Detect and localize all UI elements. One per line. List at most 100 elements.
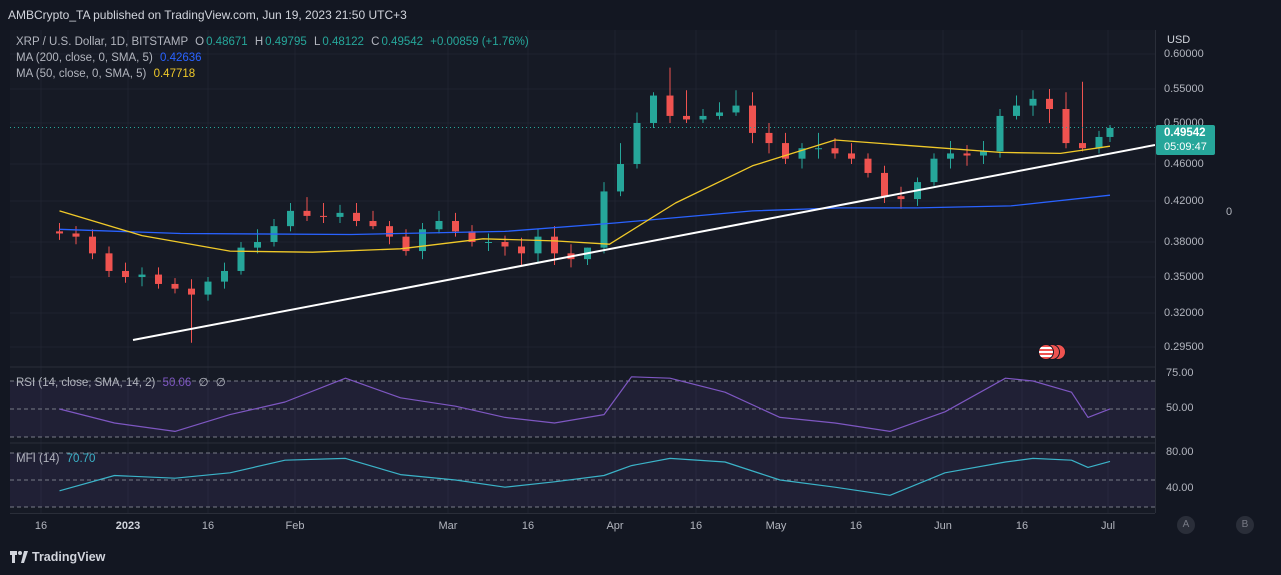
close-value: 0.49542 <box>381 36 424 48</box>
event-flags[interactable] <box>1038 344 1072 360</box>
candle-body <box>848 153 855 159</box>
candle-body <box>237 247 245 271</box>
mfi-value: 70.70 <box>66 453 96 465</box>
current-price-value: 0.49542 <box>1164 127 1206 139</box>
candle-body <box>683 115 690 120</box>
candle-body <box>1046 98 1053 110</box>
candle-body <box>699 115 707 120</box>
candle-body <box>798 148 806 159</box>
publisher-line: AMBCrypto_TA published on TradingView.co… <box>8 8 407 22</box>
time-tick: 16 <box>34 520 48 532</box>
candle-body <box>56 231 63 234</box>
candle-body <box>386 226 393 237</box>
currency-label: USD <box>1167 34 1191 46</box>
candle-body <box>1062 109 1070 144</box>
time-tick: Apr <box>606 520 624 532</box>
support-trendline <box>132 144 1155 341</box>
rsi-extra-2: ∅ <box>215 377 226 389</box>
chart-canvas <box>10 30 1155 513</box>
ma200-line <box>59 194 1111 236</box>
candle-body <box>815 148 822 150</box>
candle-body <box>122 270 129 277</box>
candle-body <box>617 164 624 192</box>
log-scale-button[interactable]: B <box>1236 516 1254 534</box>
candle-body <box>254 242 261 248</box>
main-legend: XRP / U.S. Dollar, 1D, BITSTAMP O 0.48671… <box>16 36 529 48</box>
candle-body <box>336 212 344 217</box>
candle-body <box>782 143 789 159</box>
candle-body <box>930 158 938 183</box>
time-axis[interactable]: 16 2023 16 Feb Mar 16 Apr 16 May 16 Jun … <box>10 513 1155 538</box>
brand-name: TradingView <box>32 550 106 564</box>
open-value: 0.48671 <box>206 36 248 48</box>
candle-body <box>105 253 113 271</box>
candle-body <box>1029 98 1037 106</box>
rsi-value: 50.06 <box>162 377 192 389</box>
time-tick: Feb <box>285 520 305 532</box>
tradingview-logo-icon <box>10 550 28 563</box>
candle-body <box>485 242 492 243</box>
close-key: C <box>371 36 380 48</box>
candle-body <box>221 270 228 282</box>
candle-body <box>980 151 987 156</box>
time-tick: Jul <box>1100 520 1116 532</box>
candle-body <box>72 233 80 237</box>
price-tick: 0.29500 <box>1164 341 1204 353</box>
price-axis[interactable]: USD 0.60000 0.55000 0.50000 0.46000 0.42… <box>1155 30 1218 513</box>
mfi-label: MFI (14) <box>16 453 60 465</box>
time-tick: 16 <box>1015 520 1029 532</box>
ma50-value: 0.47718 <box>153 68 196 80</box>
rsi-extra-1: ∅ <box>198 377 209 389</box>
candle-body <box>204 281 212 295</box>
candle-body <box>831 148 839 154</box>
candle-body <box>749 105 756 133</box>
candle-body <box>435 220 443 230</box>
zero-label: 0 <box>1226 206 1233 218</box>
candle-body <box>600 191 608 248</box>
ma200-legend[interactable]: MA (200, close, 0, SMA, 5) 0.42636 <box>16 52 202 64</box>
symbol-label: XRP / U.S. Dollar, 1D, BITSTAMP <box>16 36 188 48</box>
rsi-legend[interactable]: RSI (14, close, SMA, 14, 2) 50.06 ∅ ∅ <box>16 375 226 389</box>
candle-body <box>864 158 872 173</box>
candle-body <box>765 132 773 144</box>
candle-body <box>897 196 905 200</box>
price-tick: 0.35000 <box>1164 271 1204 283</box>
time-tick: May <box>765 520 787 532</box>
candle-body <box>551 236 558 254</box>
candle-body <box>287 210 294 227</box>
header: AMBCrypto_TA published on TradingView.co… <box>0 0 1281 30</box>
right-panel: 0 <box>1217 30 1281 513</box>
candle-body <box>320 215 327 217</box>
rsi-tick: 50.00 <box>1166 402 1194 414</box>
low-key: L <box>313 36 321 48</box>
candle-body <box>303 210 311 216</box>
rsi-label: RSI (14, close, SMA, 14, 2) <box>16 377 156 389</box>
candle-body <box>468 231 476 242</box>
candle-body <box>188 288 195 295</box>
candle-body <box>89 236 96 254</box>
countdown-value: 05:09:47 <box>1164 141 1207 153</box>
price-tick: 0.42000 <box>1164 195 1204 207</box>
mfi-tick: 40.00 <box>1166 482 1194 494</box>
ma50-line <box>59 139 1111 253</box>
time-tick: 16 <box>521 520 535 532</box>
mfi-legend[interactable]: MFI (14) 70.70 <box>16 453 95 465</box>
footer: TradingView <box>0 540 1281 575</box>
time-tick: 16 <box>849 520 863 532</box>
current-price-badge: 0.49542 05:09:47 <box>1156 125 1215 155</box>
auto-scale-button[interactable]: A <box>1177 516 1195 534</box>
candle-body <box>1079 143 1086 149</box>
price-tick: 0.55000 <box>1164 83 1204 95</box>
chart-area[interactable]: XRP / U.S. Dollar, 1D, BITSTAMP O 0.48671… <box>10 30 1155 513</box>
candle-body <box>419 229 426 252</box>
candle-body <box>716 112 723 116</box>
low-value: 0.48122 <box>322 36 364 48</box>
time-tick: 16 <box>201 520 215 532</box>
high-value: 0.49795 <box>265 36 307 48</box>
us-flag-icon[interactable] <box>1038 344 1054 360</box>
candle-body <box>996 115 1004 152</box>
ma50-label: MA (50, close, 0, SMA, 5) <box>16 68 147 80</box>
candle-body <box>452 220 459 232</box>
price-tick: 0.38000 <box>1164 236 1204 248</box>
ma50-legend[interactable]: MA (50, close, 0, SMA, 5) 0.47718 <box>16 68 195 80</box>
